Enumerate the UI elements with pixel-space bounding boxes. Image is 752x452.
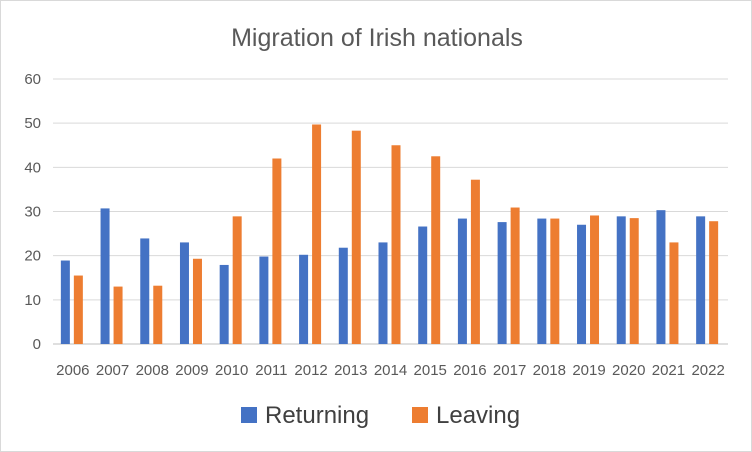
bar-leaving-2007 — [113, 286, 123, 344]
y-tick-label: 0 — [33, 336, 41, 353]
bar-returning-2021 — [656, 210, 666, 344]
bar-leaving-2019 — [590, 215, 600, 344]
bar-leaving-2012 — [312, 124, 322, 344]
bar-leaving-2015 — [431, 156, 441, 344]
x-tick-label: 2018 — [533, 362, 566, 379]
bar-returning-2013 — [338, 247, 348, 344]
x-tick-label: 2006 — [56, 362, 89, 379]
bar-returning-2016 — [457, 218, 467, 344]
x-axis-ticks: 2006 2007 2008 2009 2010 2011 2012 2013 2014 2015… — [56, 362, 725, 379]
y-tick-label: 50 — [24, 115, 41, 132]
y-tick-label: 10 — [24, 292, 41, 309]
bar-returning-2010 — [219, 264, 229, 344]
x-tick-label: 2007 — [96, 362, 129, 379]
bar-returning-2019 — [577, 224, 587, 344]
x-tick-label: 2021 — [652, 362, 685, 379]
bar-returning-2012 — [299, 254, 309, 344]
bar-returning-2020 — [616, 216, 626, 344]
bar-returning-2011 — [259, 256, 269, 344]
bar-leaving-2017 — [510, 207, 520, 344]
x-tick-label: 2015 — [414, 362, 447, 379]
legend: Returning Leaving — [241, 402, 520, 429]
bar-returning-2017 — [497, 222, 507, 344]
y-axis-ticks: 0 10 20 30 40 50 60 — [24, 71, 41, 353]
x-tick-label: 2016 — [453, 362, 486, 379]
x-tick-label: 2019 — [572, 362, 605, 379]
y-tick-label: 60 — [24, 71, 41, 88]
bar-leaving-2014 — [391, 145, 401, 344]
x-tick-label: 2013 — [334, 362, 367, 379]
bar-leaving-2018 — [550, 218, 560, 344]
bar-leaving-2006 — [73, 275, 83, 344]
bars — [60, 124, 719, 344]
legend-swatch-returning — [241, 407, 257, 423]
legend-swatch-leaving — [412, 407, 428, 423]
chart-title: Migration of Irish nationals — [231, 24, 523, 52]
bar-leaving-2008 — [153, 285, 163, 344]
bar-returning-2006 — [60, 260, 70, 344]
bar-returning-2008 — [140, 238, 150, 344]
x-tick-label: 2009 — [175, 362, 208, 379]
x-tick-label: 2012 — [294, 362, 327, 379]
bar-returning-2014 — [378, 242, 388, 344]
bar-leaving-2010 — [232, 216, 242, 344]
bar-returning-2009 — [179, 242, 189, 344]
bar-leaving-2022 — [709, 221, 719, 344]
x-tick-label: 2011 — [255, 362, 287, 379]
legend-label-leaving: Leaving — [436, 402, 520, 429]
y-tick-label: 20 — [24, 248, 41, 265]
x-tick-label: 2014 — [374, 362, 407, 379]
bar-leaving-2020 — [629, 218, 639, 344]
bar-returning-2015 — [418, 226, 428, 344]
bar-leaving-2016 — [470, 179, 480, 344]
bar-returning-2007 — [100, 208, 110, 344]
bar-leaving-2011 — [272, 158, 282, 344]
bar-leaving-2009 — [192, 258, 202, 344]
x-tick-label: 2010 — [215, 362, 248, 379]
legend-label-returning: Returning — [265, 402, 369, 429]
grid-lines — [53, 78, 728, 345]
bar-returning-2018 — [537, 218, 547, 344]
x-tick-label: 2022 — [691, 362, 724, 379]
bar-leaving-2021 — [669, 242, 679, 344]
y-tick-label: 40 — [24, 159, 41, 176]
y-tick-label: 30 — [24, 204, 41, 221]
x-tick-label: 2008 — [136, 362, 169, 379]
bar-returning-2022 — [696, 216, 706, 344]
x-tick-label: 2017 — [493, 362, 526, 379]
bar-leaving-2013 — [351, 130, 361, 344]
x-tick-label: 2020 — [612, 362, 645, 379]
